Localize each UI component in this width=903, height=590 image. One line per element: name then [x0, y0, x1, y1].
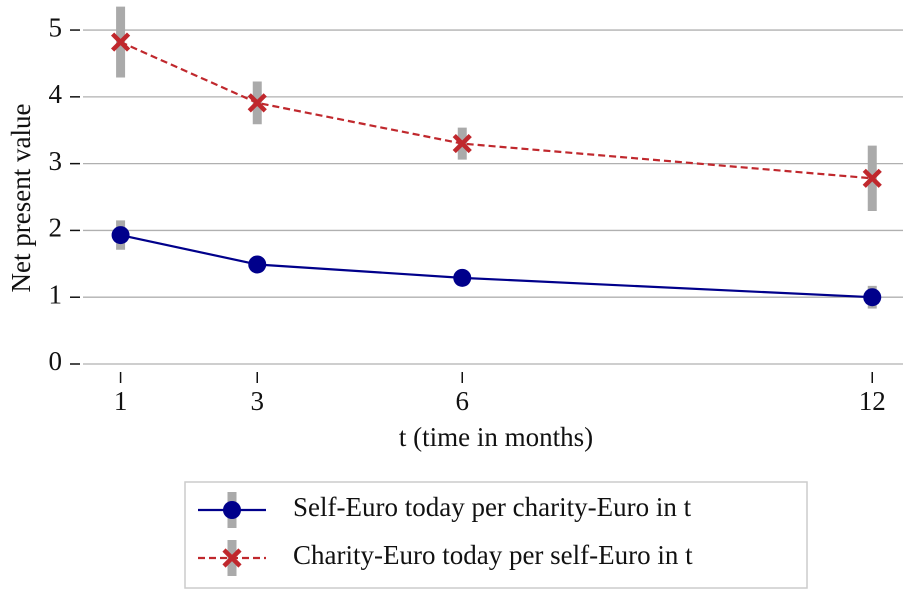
x-tick-label: 3 [251, 386, 265, 416]
marker [862, 168, 882, 188]
marker [247, 93, 267, 113]
x-tick-label: 6 [456, 386, 470, 416]
y-tick-label: 2 [49, 213, 63, 243]
legend-marker [222, 548, 242, 568]
y-tick-label: 1 [49, 279, 63, 309]
y-tick-label: 3 [49, 146, 63, 176]
series-line [120, 41, 873, 180]
marker [110, 32, 131, 52]
marker [248, 255, 267, 274]
series-line [120, 234, 873, 299]
y-tick-label: 4 [49, 79, 63, 109]
marker [452, 134, 472, 154]
y-tick-label: 0 [49, 346, 63, 376]
marker [863, 288, 882, 307]
legend-label: Self-Euro today per charity-Euro in t [293, 492, 692, 522]
legend-box [184, 481, 808, 589]
x-tick-label: 12 [859, 386, 886, 416]
y-axis-label: Net present value [6, 104, 36, 293]
x-tick-label: 1 [114, 386, 128, 416]
marker [111, 226, 130, 245]
x-axis-label: t (time in months) [399, 422, 593, 452]
legend-label: Charity-Euro today per self-Euro in t [293, 540, 693, 570]
y-tick-label: 5 [49, 12, 63, 42]
legend-marker [223, 501, 241, 519]
marker [453, 268, 472, 287]
